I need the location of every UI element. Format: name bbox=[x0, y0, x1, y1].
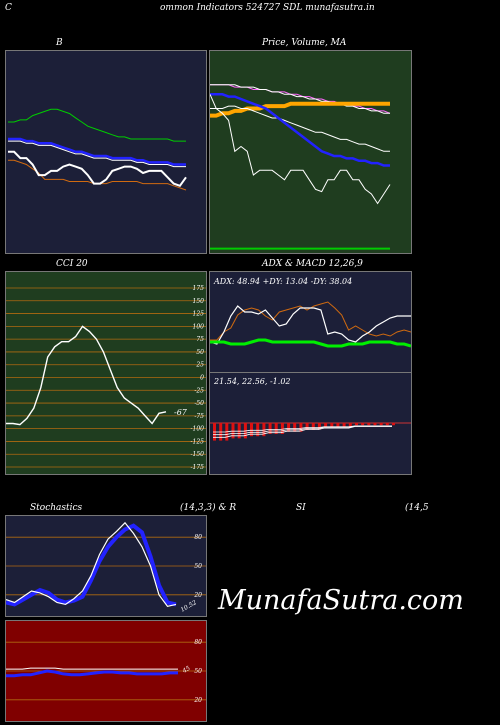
rsi-title: SI bbox=[296, 503, 306, 513]
page-title: ommon Indicators 524727 SDL munafasutra.… bbox=[160, 3, 375, 13]
rsi-ytick-label: 80 bbox=[194, 639, 202, 646]
rsi-params: (14,5 bbox=[405, 503, 429, 513]
cci-ytick-label: -150 bbox=[191, 451, 205, 458]
macd-bar bbox=[268, 423, 272, 434]
cci-ytick-label: -125 bbox=[191, 438, 205, 445]
macd-bar bbox=[237, 423, 241, 439]
stoch-ytick-label: 80 bbox=[194, 534, 202, 541]
cci-panel: 175 150 125 100 75 50 25 0 -25 -50 -75 -100 -125 -150… bbox=[5, 271, 207, 475]
macd-bar bbox=[311, 423, 315, 430]
macd-bar bbox=[231, 423, 235, 439]
macd-bar bbox=[355, 423, 358, 426]
cci-ytick-label: 100 bbox=[193, 323, 205, 330]
cci-ytick-label: 175 bbox=[193, 285, 205, 292]
macd-bar bbox=[262, 423, 266, 437]
adx-title: ADX & MACD 12,26,9 bbox=[262, 259, 363, 269]
macd-bar bbox=[280, 423, 284, 434]
macd-bar bbox=[385, 423, 389, 426]
stoch-ytick-label: 20 bbox=[193, 592, 202, 599]
stoch-ytick-label: 50 bbox=[194, 563, 202, 570]
macd-bar bbox=[274, 423, 278, 434]
stoch-value-label: 10.52 bbox=[180, 599, 199, 614]
macd-values-label: 21.54, 22.56, -1.02 bbox=[213, 377, 291, 386]
adx-series-3-line bbox=[210, 338, 411, 348]
macd-bar bbox=[361, 423, 365, 426]
bollinger-series-1-line bbox=[8, 108, 186, 142]
macd-bar bbox=[348, 423, 352, 428]
cci-ytick-label: -25 bbox=[194, 387, 204, 394]
bollinger-panel bbox=[5, 50, 207, 254]
bollinger-series-3-line bbox=[8, 137, 186, 166]
price_ma-series-3-line bbox=[210, 101, 390, 118]
macd-bar bbox=[250, 423, 253, 437]
stochastics-panel: 80 50 20 10.52 bbox=[5, 515, 207, 617]
watermark: MunafaSutra.com bbox=[218, 585, 464, 616]
macd-bar bbox=[336, 423, 340, 428]
macd-bar bbox=[293, 423, 297, 432]
cci-ytick-label: 25 bbox=[195, 362, 204, 369]
header-c: C bbox=[5, 3, 12, 13]
cci-ytick-label: 50 bbox=[196, 349, 204, 356]
adx-panel: ADX: 48.94 +DY: 13.04 -DY: 38.04 bbox=[209, 271, 412, 374]
macd-bar bbox=[287, 423, 291, 432]
rsi-ytick-label: 20 bbox=[193, 697, 202, 704]
macd-bar bbox=[324, 423, 328, 428]
rsi-panel: 80 50 20 45 bbox=[5, 620, 207, 722]
cci-value-label: -67 bbox=[174, 408, 188, 417]
cci-series-1-line bbox=[6, 325, 167, 426]
price-ma-title: Price, Volume, MA bbox=[262, 38, 347, 48]
macd-bar bbox=[330, 423, 334, 428]
macd-bar bbox=[342, 423, 346, 428]
macd-signal-line-3 bbox=[213, 425, 392, 433]
cci-ytick-label: 125 bbox=[193, 311, 205, 318]
macd-bar bbox=[373, 423, 377, 426]
price_ma-series-4-line bbox=[210, 105, 390, 152]
macd-bar bbox=[305, 423, 309, 430]
macd-bar bbox=[392, 423, 395, 426]
bollinger-series-5-line bbox=[8, 150, 187, 187]
macd-bar bbox=[317, 423, 321, 430]
cci-ytick-label: 0 bbox=[200, 375, 204, 382]
macd-panel: 21.54, 22.56, -1.02 bbox=[209, 372, 412, 475]
price_ma-series-5-line bbox=[210, 93, 390, 167]
macd-bar bbox=[379, 423, 383, 426]
stochastics-series-1-line bbox=[6, 523, 177, 607]
rsi-series-2-line bbox=[6, 667, 178, 670]
rsi-series-1-line bbox=[6, 669, 178, 678]
cci-ytick-label: 150 bbox=[193, 298, 205, 305]
rsi-value-label: 45 bbox=[181, 665, 192, 675]
price_ma-series-6-line bbox=[210, 94, 391, 205]
cci-title: CCI 20 bbox=[56, 259, 88, 269]
stochastics-series-2-line bbox=[6, 521, 177, 607]
cci-ytick-label: -50 bbox=[194, 400, 204, 407]
cci-ytick-label: -75 bbox=[194, 413, 204, 420]
cci-ytick-label: -100 bbox=[191, 426, 205, 433]
price_ma-series-2-line bbox=[210, 84, 390, 114]
adx-values-label: ADX: 48.94 +DY: 13.04 -DY: 38.04 bbox=[213, 277, 352, 286]
bollinger-title: B bbox=[56, 38, 63, 48]
rsi-ytick-label: 50 bbox=[194, 668, 202, 675]
macd-bar bbox=[299, 423, 303, 432]
adx-series-2-line bbox=[210, 305, 411, 345]
stochastics-title: Stochastics bbox=[30, 503, 83, 513]
cci-ytick-label: -175 bbox=[191, 464, 205, 471]
bollinger-series-2-line bbox=[8, 140, 186, 168]
macd-bar bbox=[367, 423, 371, 426]
macd-bar bbox=[256, 423, 260, 437]
stochastics-params: (14,3,3) & R bbox=[180, 503, 237, 513]
price-ma-panel bbox=[209, 50, 412, 254]
cci-ytick-label: 75 bbox=[196, 336, 204, 343]
